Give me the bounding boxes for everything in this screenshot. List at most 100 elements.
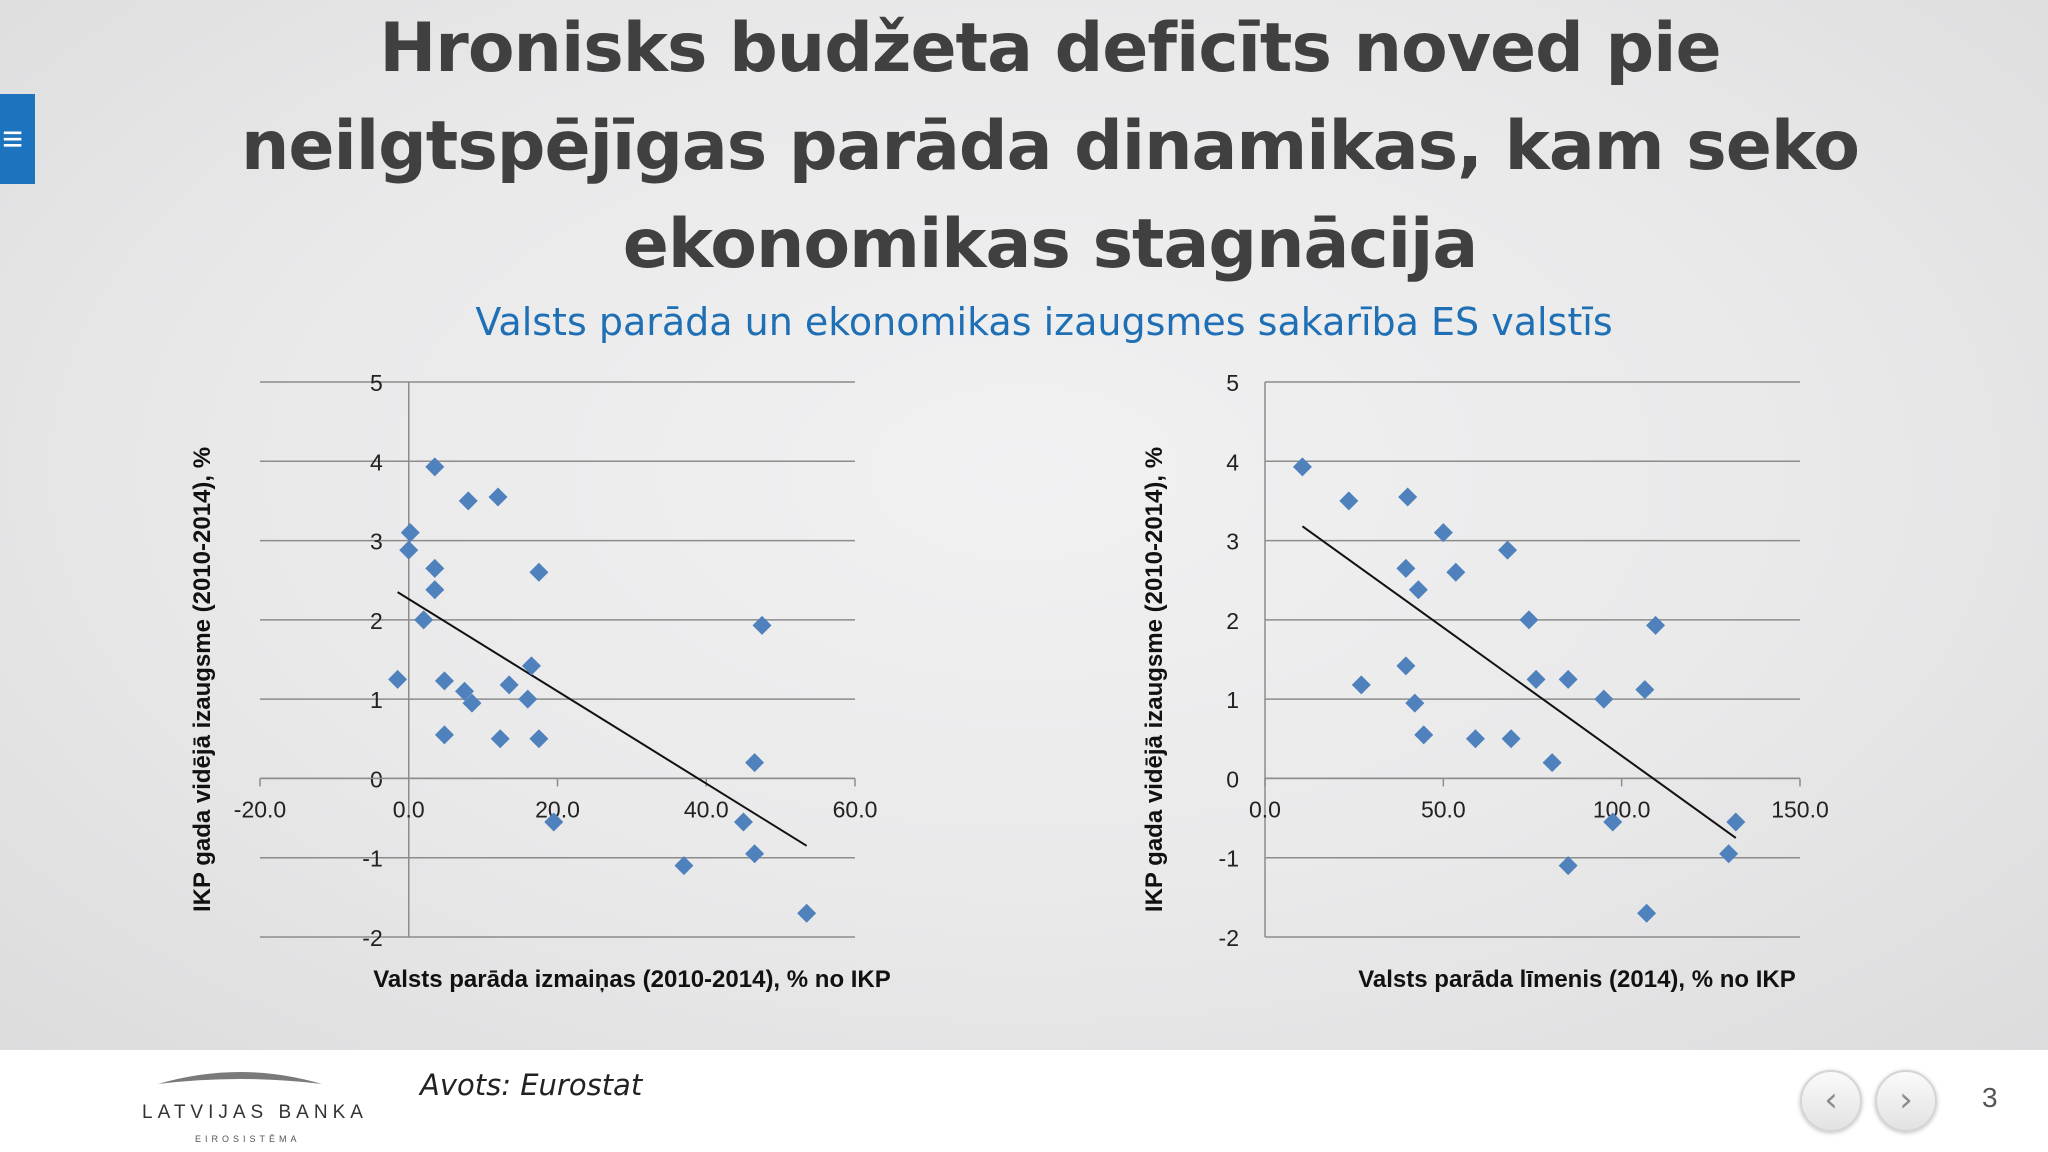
data-point <box>1351 675 1371 695</box>
previous-slide-button[interactable]: ‹ <box>1800 1070 1862 1132</box>
title-line: Hronisks budžeta deficīts noved pie <box>379 9 1721 88</box>
data-point <box>488 487 508 507</box>
y-axis-label: IKP gada vidējā izaugsme (2010-2014), % <box>1141 447 1168 912</box>
data-point <box>1558 669 1578 689</box>
data-point <box>1498 540 1518 560</box>
slide-background <box>0 0 2048 1050</box>
data-point <box>462 693 482 713</box>
title-line: neilgtspējīgas parāda dinamikas, kam sek… <box>240 107 1860 186</box>
data-point <box>1519 610 1539 630</box>
data-point <box>1396 656 1416 676</box>
data-point <box>1465 729 1485 749</box>
data-point <box>797 903 817 923</box>
data-point <box>1594 689 1614 709</box>
data-point <box>674 856 694 876</box>
data-point <box>518 689 538 709</box>
y-tick-label: 1 <box>370 687 383 713</box>
logo-name: LATVIJAS BANKA <box>142 1102 368 1123</box>
latvijas-banka-logo: LATVIJAS BANKA EIROSISTĒMA <box>142 1072 368 1144</box>
x-tick-label: 50.0 <box>1421 796 1466 822</box>
x-tick-label: 40.0 <box>684 796 729 822</box>
footer-bar <box>0 1050 2048 1152</box>
data-point <box>1408 580 1428 600</box>
y-axis-label: IKP gada vidējā izaugsme (2010-2014), % <box>189 447 216 912</box>
y-tick-label: 1 <box>1226 687 1239 713</box>
logo-arc-icon <box>158 1072 322 1084</box>
trendline <box>1301 525 1737 839</box>
y-tick-label: 4 <box>1226 449 1239 475</box>
data-point <box>399 540 419 560</box>
data-point <box>499 675 519 695</box>
x-tick-label: 0.0 <box>393 796 425 822</box>
data-point <box>745 844 765 864</box>
y-tick-label: 0 <box>1226 766 1239 792</box>
data-point <box>388 669 408 689</box>
data-point <box>1603 812 1623 832</box>
title-line: ekonomikas stagnācija <box>622 205 1478 284</box>
y-tick-label: -1 <box>362 846 382 872</box>
y-tick-label: 2 <box>370 608 383 634</box>
data-point <box>521 656 541 676</box>
data-point <box>1396 558 1416 578</box>
data-point <box>1501 729 1521 749</box>
y-tick-label: -2 <box>362 925 382 951</box>
data-point <box>1414 725 1434 745</box>
x-tick-label: -20.0 <box>234 796 286 822</box>
x-tick-label: 100.0 <box>1593 796 1651 822</box>
source-note: Avots: Eurostat <box>420 1068 643 1102</box>
data-point <box>434 671 454 691</box>
data-point <box>1635 680 1655 700</box>
x-tick-label: 0.0 <box>1249 796 1281 822</box>
slide-title: Hronisks budžeta deficīts noved pie neil… <box>150 0 1950 294</box>
data-point <box>544 812 564 832</box>
data-point <box>1292 457 1312 477</box>
chevron-right-icon: › <box>1899 1080 1913 1120</box>
y-tick-label: 5 <box>370 370 383 396</box>
data-point <box>425 457 445 477</box>
y-tick-label: -2 <box>1219 925 1239 951</box>
data-point <box>733 812 753 832</box>
data-point <box>1339 491 1359 511</box>
y-tick-label: 2 <box>1226 608 1239 634</box>
data-point <box>1542 753 1562 773</box>
logo-subname: EIROSISTĒMA <box>195 1134 301 1144</box>
trendline <box>397 591 808 847</box>
y-tick-label: 3 <box>1226 529 1239 555</box>
data-point <box>425 558 445 578</box>
x-axis-label: Valsts parāda izmaiņas (2010-2014), % no… <box>373 966 891 993</box>
data-point <box>752 615 772 635</box>
menu-tab-button[interactable]: ≡ <box>0 94 35 184</box>
charts-canvas: -2 -1 0 1 2 3 4 5 -20.0 0.0 2 0.0 40.0 60.0 Valsts par… <box>189 370 1829 993</box>
data-point <box>434 725 454 745</box>
y-tick-label: 5 <box>1226 370 1239 396</box>
y-tick-label: -1 <box>1219 846 1239 872</box>
data-point <box>1558 856 1578 876</box>
next-slide-button[interactable]: › <box>1875 1070 1937 1132</box>
data-point <box>745 753 765 773</box>
chart-subtitle: Valsts parāda un ekonomikas izaugsmes sa… <box>475 300 1613 344</box>
menu-icon: ≡ <box>2 118 24 159</box>
x-tick-label: 60.0 <box>833 796 878 822</box>
data-point <box>455 681 475 701</box>
data-point <box>458 491 478 511</box>
y-tick-label: 4 <box>370 449 383 475</box>
data-point <box>1433 523 1453 543</box>
data-point <box>414 610 434 630</box>
data-point <box>1637 903 1657 923</box>
data-point <box>400 523 420 543</box>
data-point <box>1526 669 1546 689</box>
data-point <box>529 562 549 582</box>
y-tick-label: 3 <box>370 529 383 555</box>
data-point <box>1446 562 1466 582</box>
data-point <box>1646 615 1666 635</box>
data-point <box>1405 693 1425 713</box>
data-point <box>529 729 549 749</box>
data-point <box>425 580 445 600</box>
data-point <box>1398 487 1418 507</box>
data-point <box>490 729 510 749</box>
data-point <box>1719 844 1739 864</box>
y-tick-label: 0 <box>370 766 383 792</box>
x-axis-label: Valsts parāda līmenis (2014), % no IKP <box>1358 966 1796 993</box>
page-number: 3 <box>1982 1082 1998 1113</box>
x-tick-label: 150.0 <box>1771 796 1829 822</box>
